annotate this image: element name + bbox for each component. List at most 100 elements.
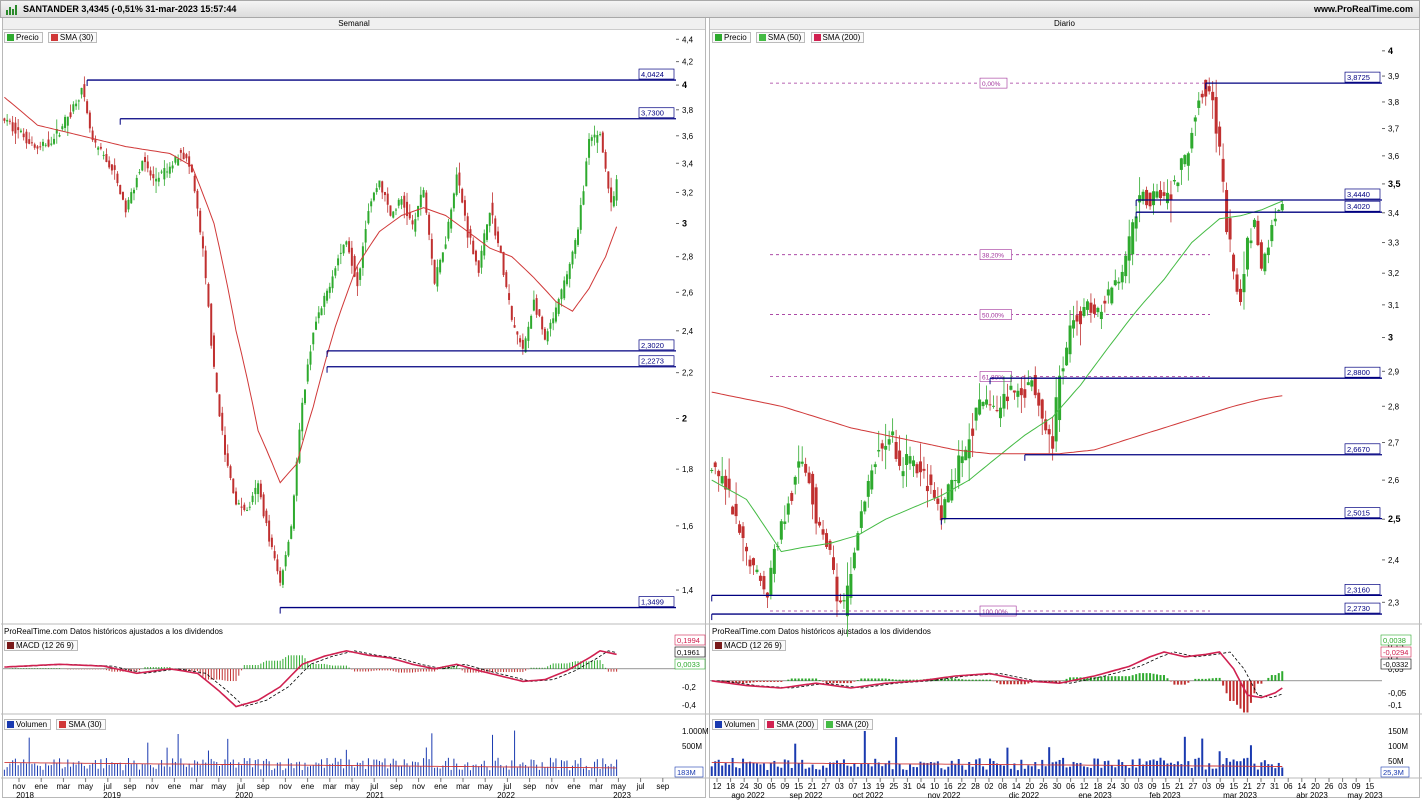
daily-candle-body	[1089, 302, 1093, 313]
daily-candle-body	[1033, 374, 1037, 396]
legend-vol-sma20[interactable]: SMA (20)	[823, 719, 873, 730]
legend-macd-daily[interactable]: MACD (12 26 9)	[712, 640, 786, 651]
daily-candle-body	[884, 445, 888, 450]
legend-vol-sma30[interactable]: SMA (30)	[56, 719, 106, 730]
weekly-candle-body	[577, 229, 580, 245]
daily-candle-body	[717, 470, 721, 477]
daily-candle-body	[912, 460, 916, 467]
legend-volume-weekly[interactable]: Volumen	[4, 719, 52, 730]
legend-price[interactable]: Precio	[4, 32, 43, 43]
daily-candle-body	[1124, 255, 1128, 277]
daily-candle-body	[998, 407, 1002, 419]
daily-candle-body	[724, 475, 728, 490]
daily-candle-body	[1005, 396, 1009, 402]
daily-xtick-label: 21	[808, 782, 817, 791]
weekly-candle-body	[246, 509, 249, 511]
weekly-candle-body	[593, 134, 596, 138]
weekly-candle-body	[292, 495, 295, 529]
daily-candle-body	[870, 470, 874, 490]
weekly-candle-body	[378, 180, 381, 188]
daily-candle-body	[992, 405, 996, 407]
weekly-candle-body	[141, 160, 144, 171]
weekly-candle-body	[254, 487, 257, 495]
weekly-candle-body	[356, 272, 359, 287]
weekly-level-label: 2,3020	[641, 341, 664, 350]
daily-level-box	[1344, 366, 1381, 378]
daily-xtick-label: 20	[1025, 782, 1034, 791]
weekly-candle-body	[364, 229, 367, 243]
daily-xtick-label: 14	[1297, 782, 1306, 791]
weekly-candle-body	[50, 143, 53, 145]
legend-volume-daily[interactable]: Volumen	[712, 719, 760, 730]
legend-sma50[interactable]: SMA (50)	[755, 32, 806, 43]
daily-candle-body	[710, 469, 714, 471]
daily-xtick-label: 27	[821, 782, 830, 791]
weekly-xyear-label: 2021	[366, 791, 384, 800]
daily-candle-body	[1065, 347, 1069, 366]
daily-candle-body	[1054, 397, 1058, 442]
weekly-xtick-label: may	[211, 782, 226, 791]
daily-xtick-label: 31	[903, 782, 912, 791]
legend-vol-sma200[interactable]: SMA (200)	[764, 719, 819, 730]
daily-sma50-line	[711, 200, 1283, 553]
weekly-candle-body	[554, 307, 557, 322]
daily-ytick-label: 2,3	[1388, 598, 1400, 607]
weekly-candle-body	[39, 146, 42, 148]
weekly-candle-body	[17, 127, 20, 131]
weekly-candle-body	[257, 483, 260, 495]
weekly-candle-body	[287, 541, 290, 556]
weekly-candle-body	[182, 152, 185, 160]
weekly-candle-body	[590, 137, 593, 141]
daily-level-box	[1344, 507, 1381, 518]
daily-candle-body	[988, 404, 992, 406]
daily-xtick-label: 24	[1107, 782, 1116, 791]
weekly-candle-body	[157, 177, 160, 182]
site-link[interactable]: www.ProRealTime.com	[1313, 4, 1413, 14]
daily-candle-body	[985, 399, 989, 405]
legend-sma30[interactable]: SMA (30)	[47, 32, 98, 43]
legend-macd-weekly[interactable]: MACD (12 26 9)	[4, 640, 78, 651]
legend-price-daily[interactable]: Precio	[712, 32, 751, 43]
daily-candle-body	[769, 567, 773, 596]
weekly-candle-body	[508, 293, 511, 300]
daily-candle-body	[866, 480, 870, 497]
weekly-candle-body	[14, 122, 17, 134]
weekly-ytick-label: 1,4	[682, 586, 694, 595]
daily-xtick-label: 02	[985, 782, 994, 791]
daily-xtick-label: 26	[1039, 782, 1048, 791]
weekly-xtick-label: jul	[502, 782, 511, 791]
weekly-candle-body	[563, 280, 566, 299]
daily-macd-value: -0,0332	[1383, 660, 1408, 669]
weekly-candle-body	[72, 104, 75, 112]
prorealtime-logo-icon	[6, 5, 17, 15]
weekly-xtick-label: mar	[190, 782, 204, 791]
weekly-candle-body	[224, 434, 227, 455]
weekly-ytick-label: 2,4	[682, 327, 694, 336]
weekly-candle-body	[284, 555, 287, 567]
daily-candle-body	[1183, 155, 1187, 165]
weekly-candle-body	[281, 570, 284, 585]
weekly-xtick-label: jul	[236, 782, 245, 791]
legend-sma200[interactable]: SMA (200)	[810, 32, 865, 43]
daily-candle-body	[779, 521, 783, 540]
weekly-candle-body	[367, 211, 370, 224]
weekly-ytick-label: 4	[682, 80, 687, 90]
weekly-xtick-label: may	[78, 782, 93, 791]
daily-candle-body	[1113, 280, 1117, 286]
daily-candle-body	[1075, 315, 1079, 322]
daily-volume-legend: Volumen SMA (200) SMA (20)	[712, 719, 876, 730]
weekly-ytick-label: 3	[682, 218, 687, 228]
daily-candle-body	[741, 526, 745, 539]
weekly-candle-body	[549, 322, 552, 329]
weekly-xtick-label: ene	[567, 782, 581, 791]
weekly-candle-body	[599, 134, 602, 136]
daily-chart-panel[interactable]	[709, 18, 1420, 798]
weekly-candle-body	[601, 132, 604, 153]
weekly-ytick-label: 3,2	[682, 188, 694, 197]
weekly-candle-body	[472, 240, 475, 255]
weekly-candle-body	[248, 506, 251, 508]
weekly-level-label: 1,3499	[641, 598, 664, 607]
daily-candle-body	[915, 464, 919, 474]
